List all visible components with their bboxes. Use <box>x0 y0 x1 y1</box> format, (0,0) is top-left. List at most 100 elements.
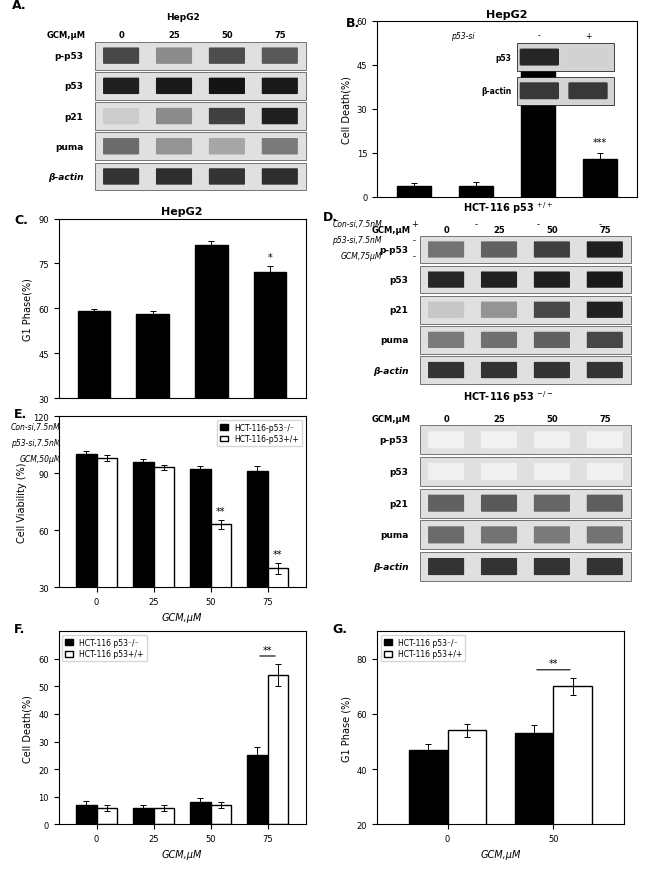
Text: puma: puma <box>380 336 408 345</box>
Bar <box>521 63 555 197</box>
Text: -: - <box>151 455 154 464</box>
Bar <box>96 459 118 645</box>
Y-axis label: G1 Phase (%): G1 Phase (%) <box>341 695 351 761</box>
FancyBboxPatch shape <box>587 332 623 349</box>
FancyBboxPatch shape <box>534 362 570 379</box>
FancyBboxPatch shape <box>103 48 139 65</box>
Text: D.: D. <box>322 210 337 224</box>
Text: p53: p53 <box>389 467 408 476</box>
FancyBboxPatch shape <box>420 521 631 550</box>
X-axis label: GCM,μM: GCM,μM <box>480 849 521 859</box>
FancyBboxPatch shape <box>95 73 306 101</box>
Bar <box>136 315 169 488</box>
Bar <box>268 568 289 645</box>
Text: C.: C. <box>14 214 28 227</box>
Text: B.: B. <box>346 17 360 30</box>
FancyBboxPatch shape <box>209 139 245 155</box>
FancyBboxPatch shape <box>209 48 245 65</box>
Text: -: - <box>599 220 601 229</box>
FancyBboxPatch shape <box>587 431 623 449</box>
FancyBboxPatch shape <box>587 362 623 379</box>
Bar <box>397 187 431 197</box>
FancyBboxPatch shape <box>95 43 306 70</box>
FancyBboxPatch shape <box>428 242 464 259</box>
Text: p-p53: p-p53 <box>54 52 83 61</box>
Bar <box>96 808 118 824</box>
FancyBboxPatch shape <box>481 362 517 379</box>
Bar <box>246 755 268 824</box>
Text: +: + <box>473 236 480 245</box>
Text: +: + <box>266 438 274 447</box>
Text: 50: 50 <box>546 226 558 235</box>
Text: p53-si,7.5nM: p53-si,7.5nM <box>332 236 382 245</box>
Text: -: - <box>210 423 213 431</box>
Text: Con-si,7.5nM: Con-si,7.5nM <box>11 423 61 431</box>
Text: +: + <box>266 455 274 464</box>
Text: GCM,75μM: GCM,75μM <box>341 252 382 260</box>
Text: GCM,μM: GCM,μM <box>47 32 86 40</box>
Text: 0: 0 <box>443 226 449 235</box>
FancyBboxPatch shape <box>587 559 623 575</box>
Text: +: + <box>149 438 156 447</box>
Bar <box>254 274 287 488</box>
FancyBboxPatch shape <box>420 553 631 581</box>
Text: 25: 25 <box>493 415 505 424</box>
Text: 50: 50 <box>221 32 233 40</box>
Text: p53: p53 <box>64 82 83 91</box>
FancyBboxPatch shape <box>481 527 517 544</box>
Text: ***: *** <box>593 138 607 147</box>
Bar <box>246 472 268 645</box>
Text: β-actin: β-actin <box>47 173 83 182</box>
Text: F.: F. <box>14 622 25 635</box>
FancyBboxPatch shape <box>534 527 570 544</box>
Legend: HCT-116-p53⁻/⁻, HCT-116-p53+/+: HCT-116-p53⁻/⁻, HCT-116-p53+/+ <box>217 420 302 446</box>
FancyBboxPatch shape <box>534 272 570 289</box>
FancyBboxPatch shape <box>428 463 464 481</box>
X-axis label: GCM,μM: GCM,μM <box>162 612 202 622</box>
FancyBboxPatch shape <box>428 332 464 349</box>
Text: puma: puma <box>55 143 83 152</box>
Text: -: - <box>536 236 540 245</box>
Text: -: - <box>92 438 96 447</box>
Text: p-p53: p-p53 <box>379 246 408 254</box>
Legend: HCT-116 p53⁻/⁻, HCT-116 p53+/+: HCT-116 p53⁻/⁻, HCT-116 p53+/+ <box>381 635 465 661</box>
Text: p21: p21 <box>64 112 83 121</box>
FancyBboxPatch shape <box>420 357 631 384</box>
FancyBboxPatch shape <box>534 332 570 349</box>
FancyBboxPatch shape <box>481 559 517 575</box>
Text: p21: p21 <box>389 306 408 315</box>
Bar <box>75 454 96 645</box>
FancyBboxPatch shape <box>103 79 139 95</box>
FancyBboxPatch shape <box>103 139 139 155</box>
FancyBboxPatch shape <box>534 431 570 449</box>
Text: p53-si,7.5nM: p53-si,7.5nM <box>11 438 61 447</box>
FancyBboxPatch shape <box>481 496 517 512</box>
FancyBboxPatch shape <box>262 109 298 125</box>
Bar <box>153 808 174 824</box>
Title: HepG2: HepG2 <box>161 207 203 217</box>
Text: **: ** <box>273 549 283 560</box>
Text: puma: puma <box>380 531 408 539</box>
Text: Con-si,7.5nM: Con-si,7.5nM <box>332 220 382 229</box>
FancyBboxPatch shape <box>587 303 623 318</box>
Text: HCT-116 p53 $^{-/-}$: HCT-116 p53 $^{-/-}$ <box>463 389 553 404</box>
Text: β-actin: β-actin <box>372 562 408 572</box>
Text: +: + <box>411 220 417 229</box>
Bar <box>195 246 228 488</box>
FancyBboxPatch shape <box>481 463 517 481</box>
Text: **: ** <box>549 659 558 668</box>
Text: 75: 75 <box>599 226 610 235</box>
FancyBboxPatch shape <box>428 272 464 289</box>
Text: **: ** <box>263 645 272 655</box>
Text: p53: p53 <box>389 275 408 285</box>
FancyBboxPatch shape <box>428 527 464 544</box>
Text: E.: E. <box>14 408 27 421</box>
Text: -: - <box>474 252 478 260</box>
Text: 0: 0 <box>118 32 124 40</box>
Text: **: ** <box>216 506 226 517</box>
FancyBboxPatch shape <box>428 496 464 512</box>
FancyBboxPatch shape <box>420 458 631 487</box>
FancyBboxPatch shape <box>103 109 139 125</box>
Text: +: + <box>208 455 215 464</box>
Bar <box>133 808 153 824</box>
